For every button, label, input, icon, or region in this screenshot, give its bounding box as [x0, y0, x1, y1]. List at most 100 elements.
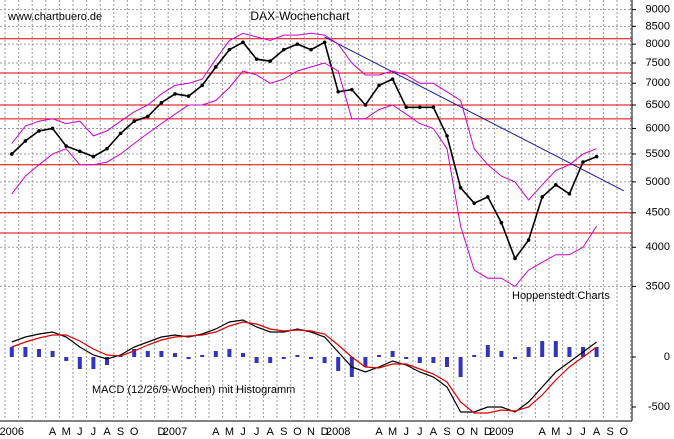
- y-tick-label: 3500: [646, 280, 670, 292]
- price-point: [268, 59, 273, 63]
- price-point: [554, 183, 558, 187]
- x-tick-label: A: [375, 426, 383, 438]
- price-point: [186, 94, 191, 98]
- price-point: [227, 47, 232, 52]
- histogram-bar: [540, 341, 545, 357]
- y-tick-label: 8000: [646, 38, 670, 50]
- x-tick-label: 2009: [489, 426, 513, 438]
- x-tick-label: A: [539, 426, 547, 438]
- y-tick-label: 6500: [646, 99, 670, 111]
- y-tick-label: 8500: [646, 20, 670, 32]
- histogram-bar: [458, 357, 463, 377]
- price-point: [594, 154, 599, 159]
- x-tick-label: S: [117, 426, 124, 438]
- price-point: [486, 195, 490, 199]
- histogram-bar: [594, 347, 599, 357]
- price-point: [254, 57, 259, 61]
- x-tick-label: 2006: [0, 426, 24, 438]
- y-tick-label: 4000: [646, 241, 670, 253]
- x-tick-label: S: [607, 426, 614, 438]
- histogram-bar: [553, 341, 558, 357]
- price-point: [173, 92, 177, 96]
- histogram-bar: [336, 357, 341, 371]
- price-point: [445, 134, 449, 138]
- x-tick-label: 2007: [163, 426, 187, 438]
- histogram-bar: [485, 345, 490, 357]
- price-point: [567, 192, 572, 196]
- histogram-bar: [499, 351, 504, 357]
- price-point: [322, 40, 327, 45]
- histogram-bar: [281, 357, 286, 359]
- x-tick-label: S: [443, 426, 450, 438]
- x-tick-label: J: [240, 426, 246, 438]
- histogram-bar: [186, 357, 191, 359]
- price-point: [132, 119, 136, 124]
- histogram-bar: [23, 347, 28, 357]
- x-tick-label: O: [620, 426, 629, 438]
- histogram-bar: [377, 355, 381, 357]
- x-tick-label: A: [103, 426, 111, 438]
- x-tick-label: D: [157, 426, 165, 438]
- price-point: [282, 47, 286, 52]
- y-tick-label: 6000: [646, 122, 670, 134]
- histogram-bar: [254, 357, 259, 363]
- x-tick-label: O: [456, 426, 465, 438]
- x-tick-label: A: [212, 426, 220, 438]
- x-tick-label: M: [551, 426, 560, 438]
- price-line: [11, 41, 597, 261]
- price-point: [390, 77, 395, 81]
- histogram-bar: [132, 349, 137, 357]
- price-point: [513, 256, 517, 261]
- histogram-bar: [200, 355, 205, 357]
- x-tick-label: D: [484, 426, 492, 438]
- price-point: [418, 105, 422, 110]
- price-point: [146, 114, 150, 119]
- histogram-bar: [145, 351, 150, 357]
- x-tick-label: M: [62, 426, 71, 438]
- price-point: [91, 154, 96, 159]
- x-tick-label: J: [417, 426, 423, 438]
- histogram-bar: [417, 357, 422, 363]
- y-tick-label: 5500: [646, 148, 670, 160]
- y-tick-label: 7000: [646, 77, 670, 89]
- x-tick-label: A: [267, 426, 275, 438]
- price-point: [78, 149, 82, 154]
- x-tick-label: J: [254, 426, 260, 438]
- credit-label: Hoppenstedt Charts: [512, 290, 610, 302]
- price-point: [540, 195, 544, 199]
- x-tick-label: J: [403, 426, 409, 438]
- histogram-bar: [390, 351, 395, 357]
- x-tick-label: N: [307, 426, 315, 438]
- x-tick-label: M: [388, 426, 397, 438]
- x-tick-label: O: [293, 426, 302, 438]
- histogram-bar: [567, 347, 572, 357]
- price-point: [458, 186, 463, 190]
- price-point: [581, 160, 585, 164]
- histogram-bar: [64, 357, 69, 361]
- histogram-bar: [322, 357, 327, 363]
- x-tick-label: D: [321, 426, 329, 438]
- price-point: [10, 152, 14, 156]
- histogram-bar: [105, 357, 109, 365]
- y-tick-label: 9000: [646, 4, 670, 16]
- price-point: [431, 105, 436, 110]
- trendline: [324, 36, 625, 192]
- price-point: [526, 238, 531, 242]
- y-tick-label: 4500: [646, 207, 670, 219]
- histogram-bar: [9, 347, 14, 357]
- histogram-bar: [526, 347, 531, 357]
- histogram-bar: [241, 353, 245, 357]
- histogram-bar: [91, 357, 96, 369]
- y-tick-label: 7500: [646, 57, 670, 69]
- x-tick-label: J: [91, 426, 97, 438]
- price-point: [309, 47, 313, 52]
- y-tick-label: 0: [664, 351, 670, 363]
- x-tick-label: O: [130, 426, 139, 438]
- x-tick-label: A: [49, 426, 57, 438]
- band-line: [11, 62, 598, 288]
- price-point: [105, 146, 109, 151]
- histogram-bar: [472, 355, 477, 357]
- histogram-bar: [513, 357, 517, 359]
- x-tick-label: J: [567, 426, 573, 438]
